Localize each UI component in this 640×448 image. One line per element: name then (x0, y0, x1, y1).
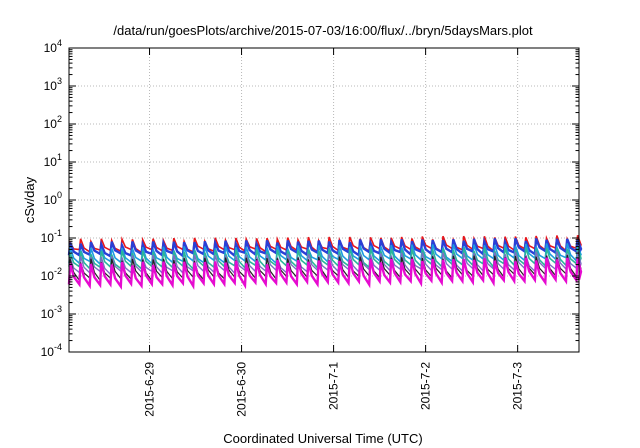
y-tick-label: 10-3 (41, 304, 62, 321)
y-axis-label: cSv/day (22, 176, 37, 223)
x-tick-label: 2015-7-2 (419, 362, 433, 410)
y-tick-label: 10-1 (41, 228, 62, 245)
chart-title: /data/run/goesPlots/archive/2015-07-03/1… (113, 23, 533, 38)
y-tick-label: 10-4 (41, 342, 62, 359)
y-tick-label: 104 (44, 38, 62, 55)
x-tick-label: 2015-7-3 (511, 362, 525, 410)
y-tick-label: 102 (44, 114, 62, 131)
x-tick-label: 2015-6-29 (143, 362, 157, 417)
y-axis: 10-4 10-3 10-2 10-1 100 101 102 103 104 (41, 38, 579, 359)
grid (69, 48, 579, 352)
x-tick-label: 2015-7-1 (327, 362, 341, 410)
x-axis-label: Coordinated Universal Time (UTC) (223, 431, 422, 446)
series-group (67, 235, 583, 290)
x-tick-label: 2015-6-30 (235, 362, 249, 417)
y-tick-label: 100 (44, 190, 62, 207)
x-axis: 2015-6-29 2015-6-30 2015-7-1 2015-7-2 2015-7… (143, 48, 525, 417)
y-tick-label: 103 (44, 76, 62, 93)
y-tick-label: 101 (44, 152, 62, 169)
series-line (67, 237, 583, 259)
y-tick-label: 10-2 (41, 266, 62, 283)
series-line (67, 257, 583, 290)
